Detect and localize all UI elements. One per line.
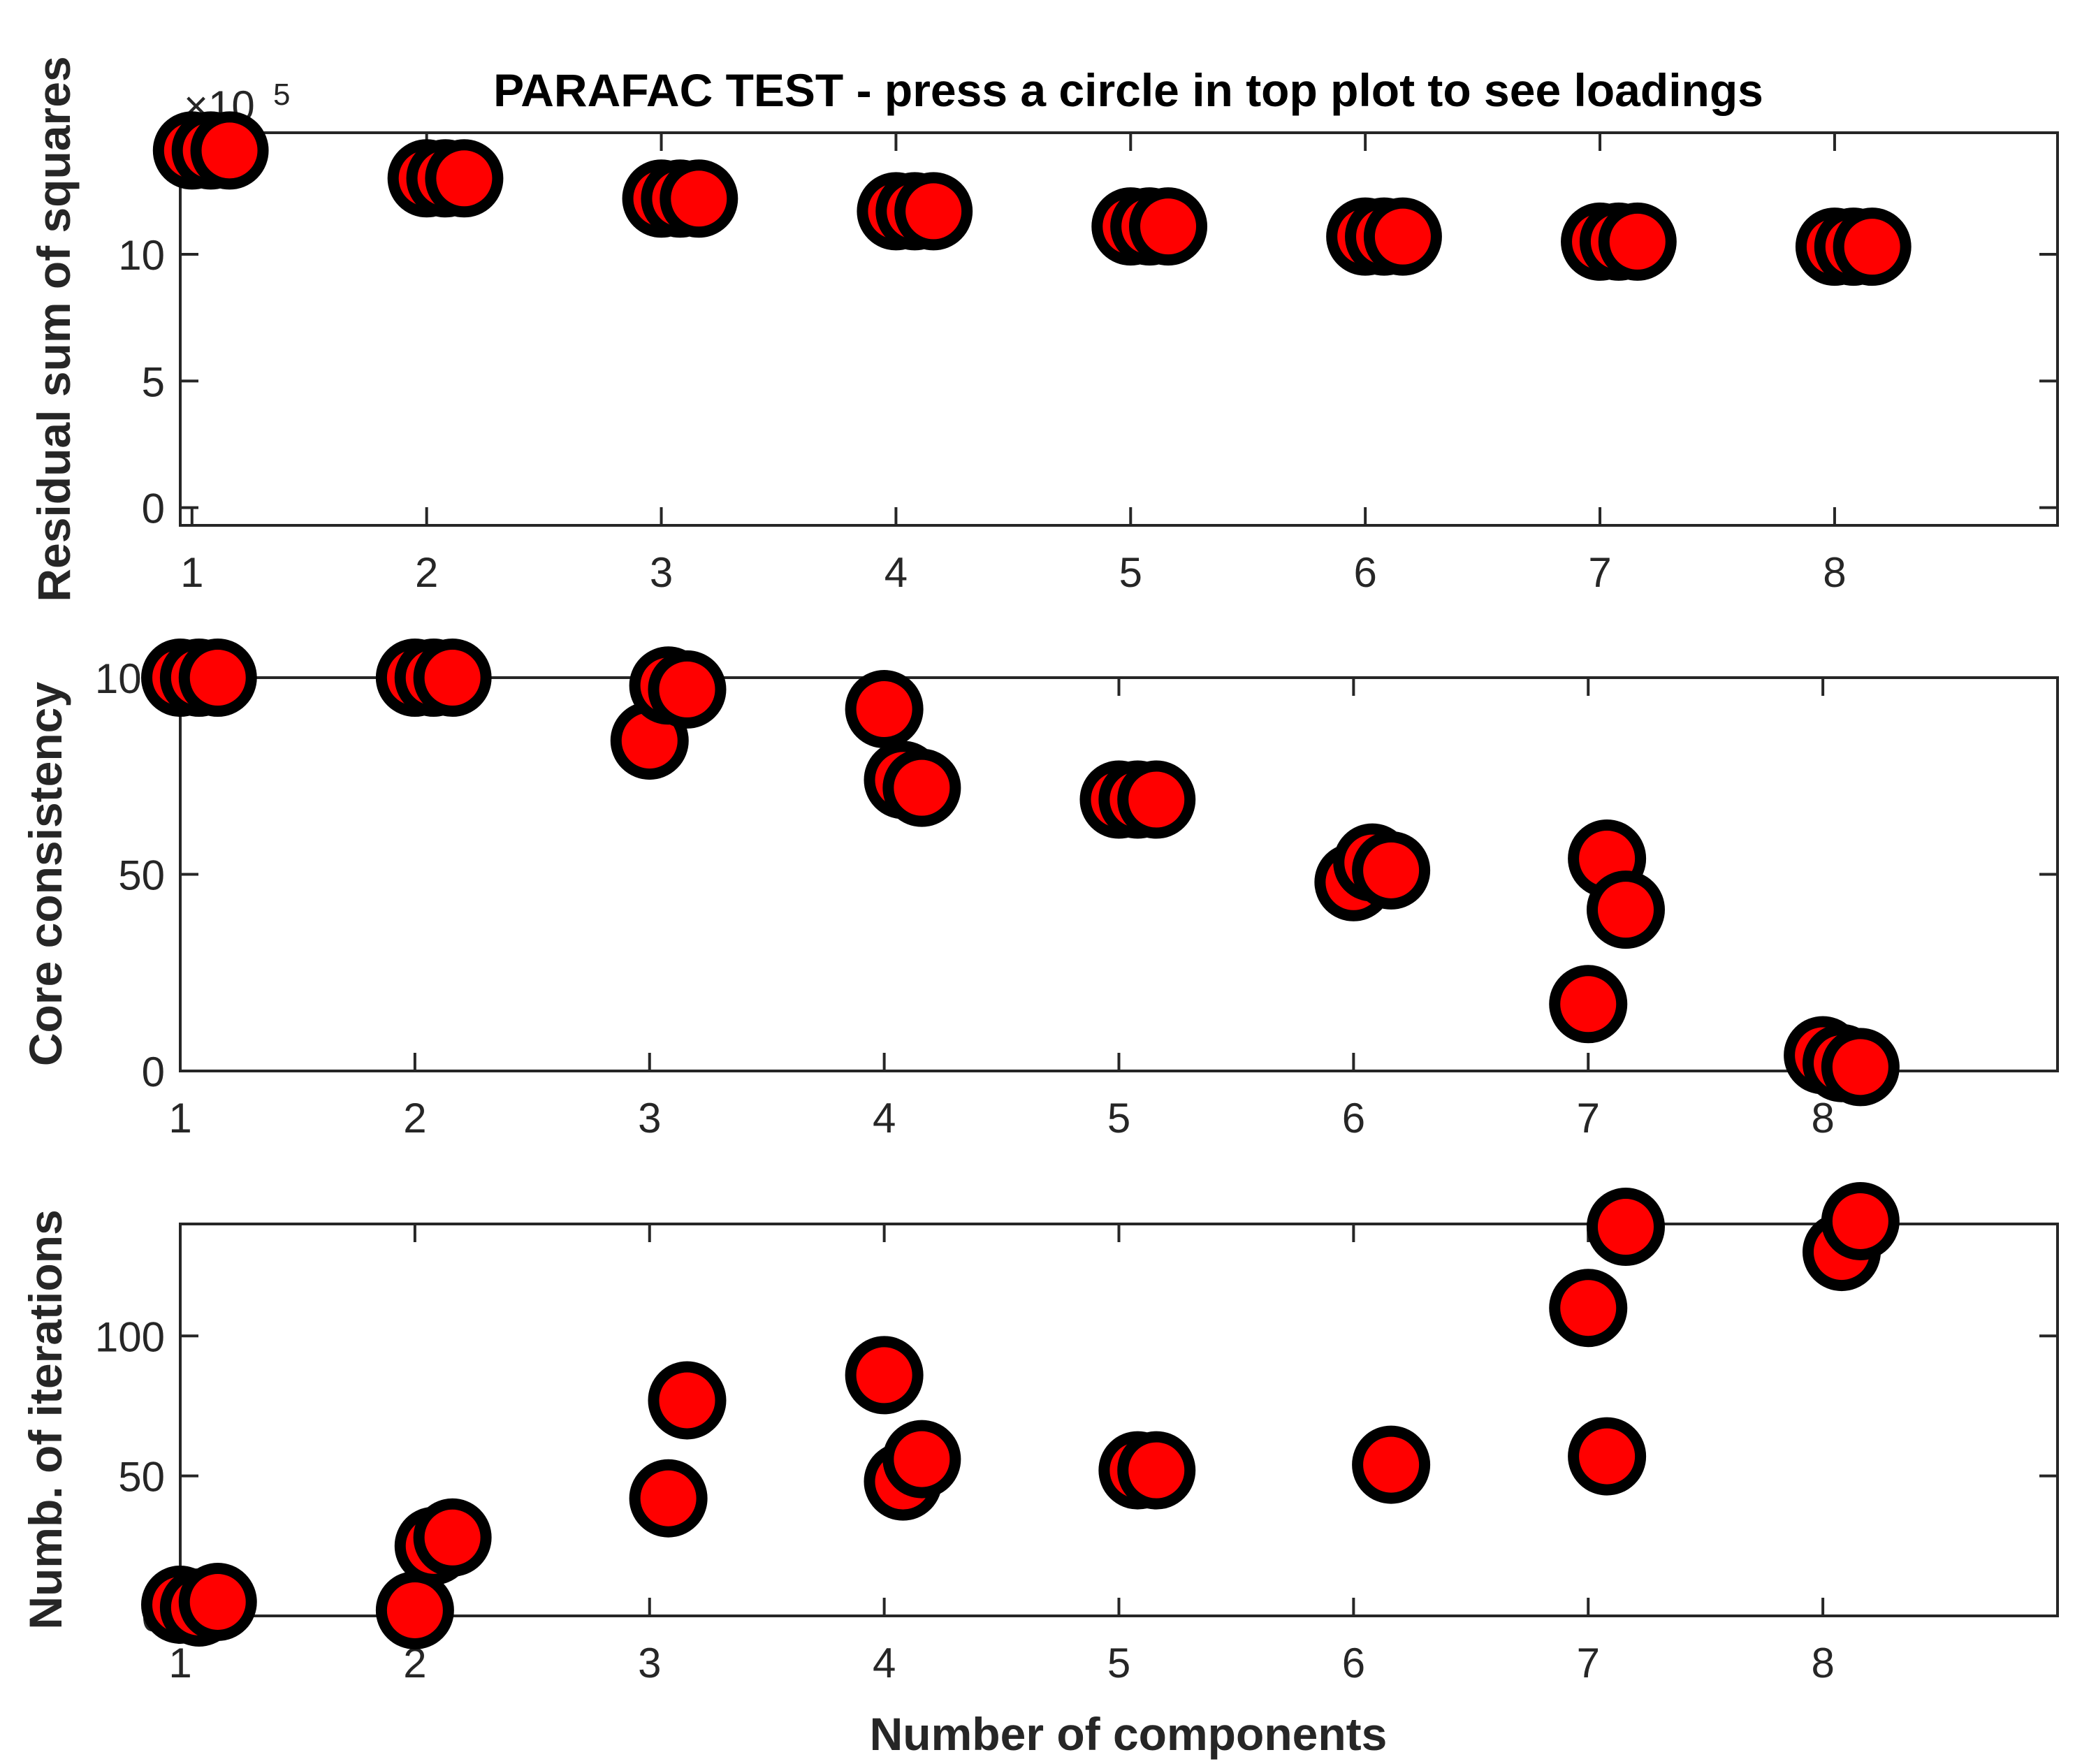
data-point-2-5 [413,1498,492,1577]
x-tick-label-2-7: 8 [1811,1640,1834,1686]
x-tick-label-0-4: 5 [1119,549,1142,596]
x-tick-label-1-1: 2 [403,1095,426,1142]
data-point-1-11 [882,748,961,827]
data-point-2-15 [1568,1417,1647,1496]
x-tick-label-0-6: 7 [1588,549,1611,596]
data-point-2-18 [1821,1181,1900,1260]
x-tick-label-1-5: 6 [1342,1095,1365,1142]
data-point-1-14 [1117,760,1196,839]
data-point-2-2 [178,1562,257,1641]
x-tick-label-0-3: 4 [884,549,908,596]
y-axis-label-0: Residual sum of squares [28,56,80,602]
data-point-2-13 [1352,1425,1431,1504]
data-point-0-11[interactable] [894,172,973,251]
data-point-0-5[interactable] [425,139,504,218]
x-tick-label-2-3: 4 [873,1640,896,1686]
axes-frame-0 [179,131,2059,527]
figure-title: PARAFAC TEST - press a circle in top plo… [493,64,1763,116]
x-tick-label-1-4: 5 [1107,1095,1130,1142]
y-tick-label-2-2: 100 [95,1313,165,1360]
data-point-2-14 [1549,1269,1628,1348]
x-tick-label-2-2: 3 [638,1640,661,1686]
data-point-2-7 [648,1361,727,1440]
data-point-0-17[interactable] [1363,197,1442,276]
data-point-2-8 [845,1336,924,1415]
data-point-2-16 [1586,1188,1665,1267]
data-point-0-20[interactable] [1598,202,1677,281]
data-point-0-2[interactable] [190,111,269,190]
data-point-0-23[interactable] [1833,207,1912,286]
x-tick-label-1-7: 8 [1811,1095,1834,1142]
y-tick-label-2-1: 50 [118,1454,165,1501]
y-tick-label-0-2: 10 [118,232,165,279]
x-tick-label-1-3: 4 [873,1095,896,1142]
data-point-1-5 [413,639,492,717]
y-tick-label-1-0: 0 [142,1049,165,1095]
y-axis-label-1: Core consistency [20,682,71,1066]
data-point-1-18 [1549,965,1628,1044]
data-point-2-3 [375,1570,454,1649]
data-point-1-17 [1352,831,1431,910]
data-point-2-6 [629,1459,708,1538]
y-tick-label-0-1: 5 [142,358,165,405]
data-point-1-9 [845,670,924,749]
x-tick-label-0-1: 2 [415,549,438,596]
data-point-2-10 [882,1420,961,1499]
x-axis-label: Number of components [870,1708,1388,1760]
y-tick-label-0-0: 0 [142,486,165,532]
x-tick-label-0-5: 6 [1353,549,1376,596]
data-point-0-8[interactable] [660,159,738,238]
x-tick-label-2-6: 7 [1577,1640,1600,1686]
data-point-2-12 [1117,1431,1196,1510]
x-tick-label-2-4: 5 [1107,1640,1130,1686]
x-tick-label-0-2: 3 [650,549,673,596]
iterations-panel: 12345678050100Numb. of iterations [20,1181,2059,1686]
y-tick-label-1-1: 50 [118,852,165,899]
data-point-1-8 [648,650,727,729]
x-tick-label-1-2: 3 [638,1095,661,1142]
y-axis-label-2: Numb. of iterations [20,1209,71,1629]
y-exponent-power: 5 [273,78,290,112]
x-tick-label-0-0: 1 [180,549,203,596]
x-tick-label-0-7: 8 [1823,549,1846,596]
data-point-1-2 [178,639,257,717]
data-point-0-14[interactable] [1129,187,1208,266]
x-tick-label-2-5: 6 [1342,1640,1365,1686]
x-tick-label-1-6: 7 [1577,1095,1600,1142]
data-point-1-20 [1586,870,1665,949]
data-point-1-23 [1821,1028,1900,1107]
axes-frame-1 [179,676,2059,1072]
x-tick-label-1-0: 1 [168,1095,191,1142]
x-tick-label-2-0: 1 [168,1640,191,1686]
